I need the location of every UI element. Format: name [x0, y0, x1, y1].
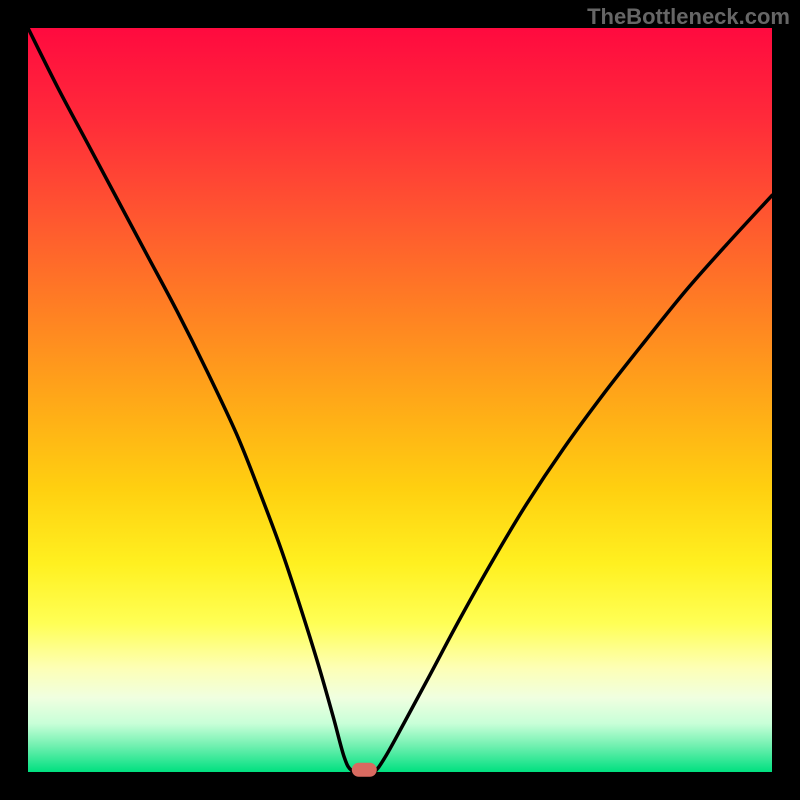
optimal-marker — [352, 763, 377, 777]
plot-background — [28, 28, 772, 772]
watermark-text: TheBottleneck.com — [587, 4, 790, 30]
chart-container: TheBottleneck.com — [0, 0, 800, 800]
bottleneck-chart — [0, 0, 800, 800]
